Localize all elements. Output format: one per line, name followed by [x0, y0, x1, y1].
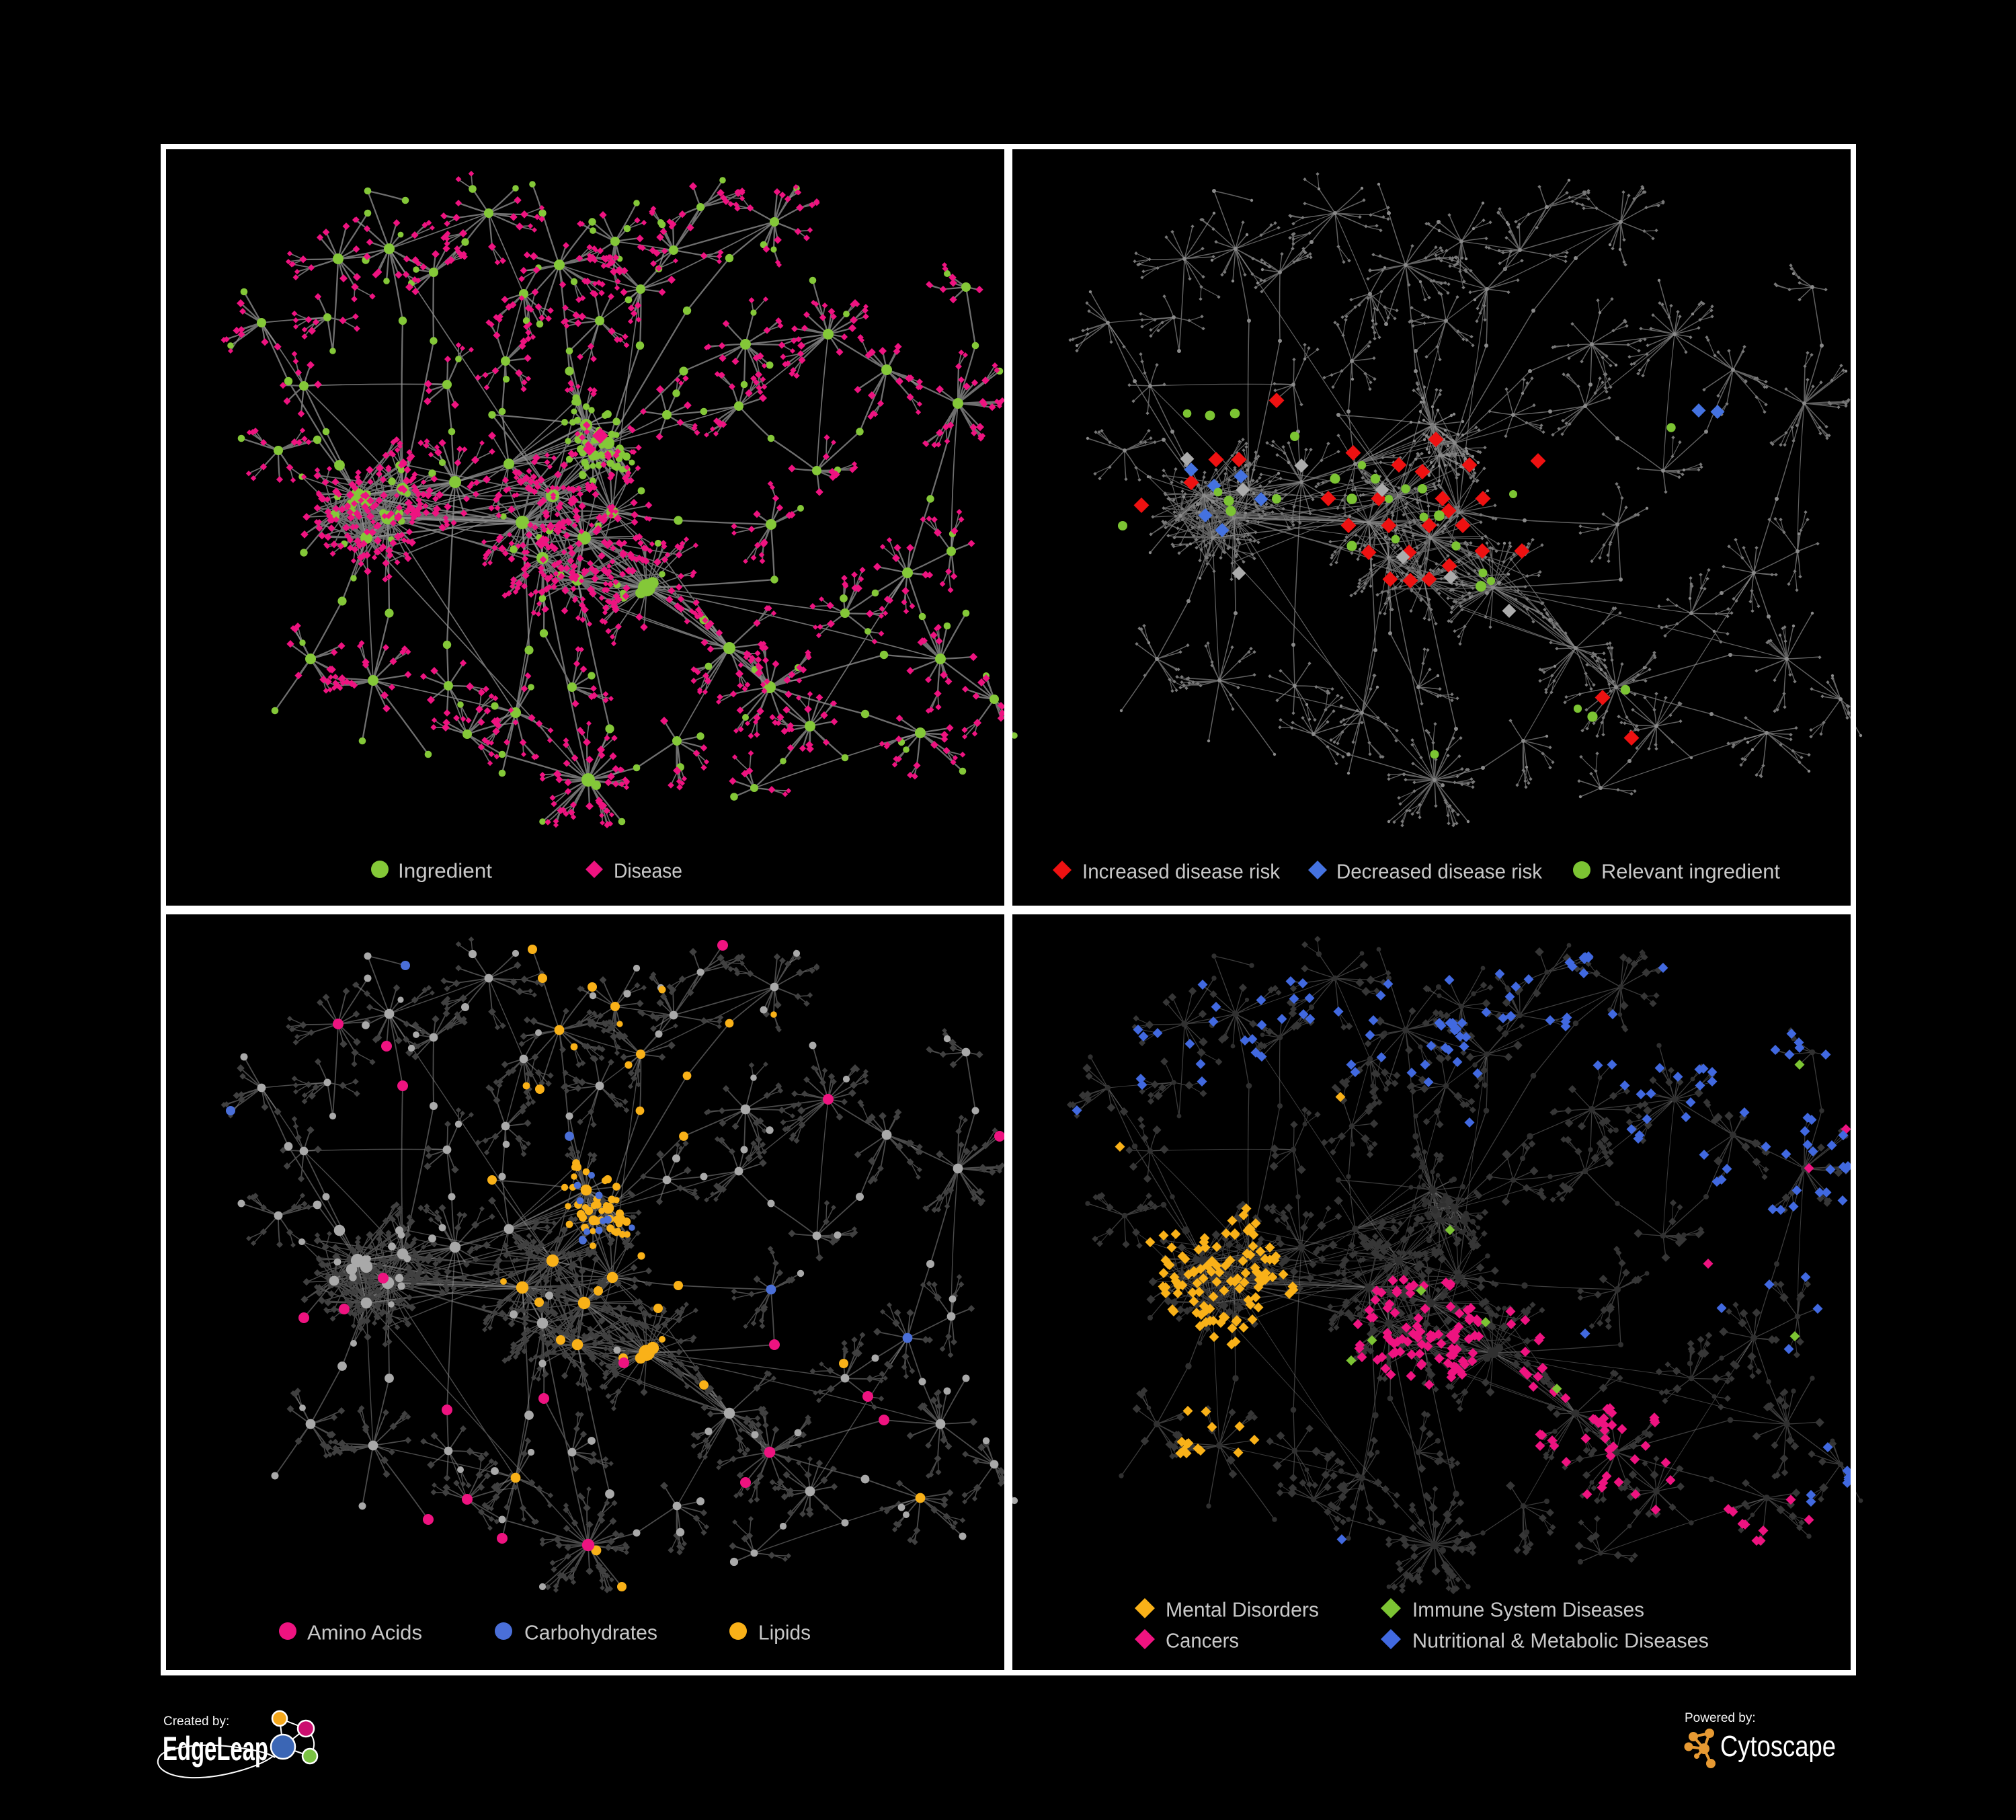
svg-text:Nutritional & Metabolic Diseas: Nutritional & Metabolic Diseases	[1412, 1629, 1709, 1653]
svg-text:Lipids: Lipids	[758, 1621, 811, 1645]
svg-text:Relevant ingredient: Relevant ingredient	[1601, 860, 1780, 883]
svg-text:EdgeLeap: EdgeLeap	[163, 1730, 268, 1768]
svg-text:Disease: Disease	[614, 859, 682, 883]
svg-text:Created by:: Created by:	[163, 1714, 229, 1729]
svg-text:Powered by:: Powered by:	[1685, 1711, 1756, 1725]
svg-text:Cytoscape: Cytoscape	[1720, 1730, 1836, 1763]
svg-text:Cancers: Cancers	[1166, 1629, 1239, 1653]
svg-text:Increased disease risk: Increased disease risk	[1082, 860, 1280, 883]
svg-text:Mental Disorders: Mental Disorders	[1166, 1598, 1319, 1622]
svg-text:Immune System Diseases: Immune System Diseases	[1412, 1598, 1644, 1622]
svg-text:Ingredient: Ingredient	[398, 859, 492, 883]
svg-text:Decreased disease risk: Decreased disease risk	[1336, 860, 1542, 883]
svg-text:Amino Acids: Amino Acids	[307, 1621, 422, 1645]
svg-text:Carbohydrates: Carbohydrates	[524, 1621, 657, 1645]
